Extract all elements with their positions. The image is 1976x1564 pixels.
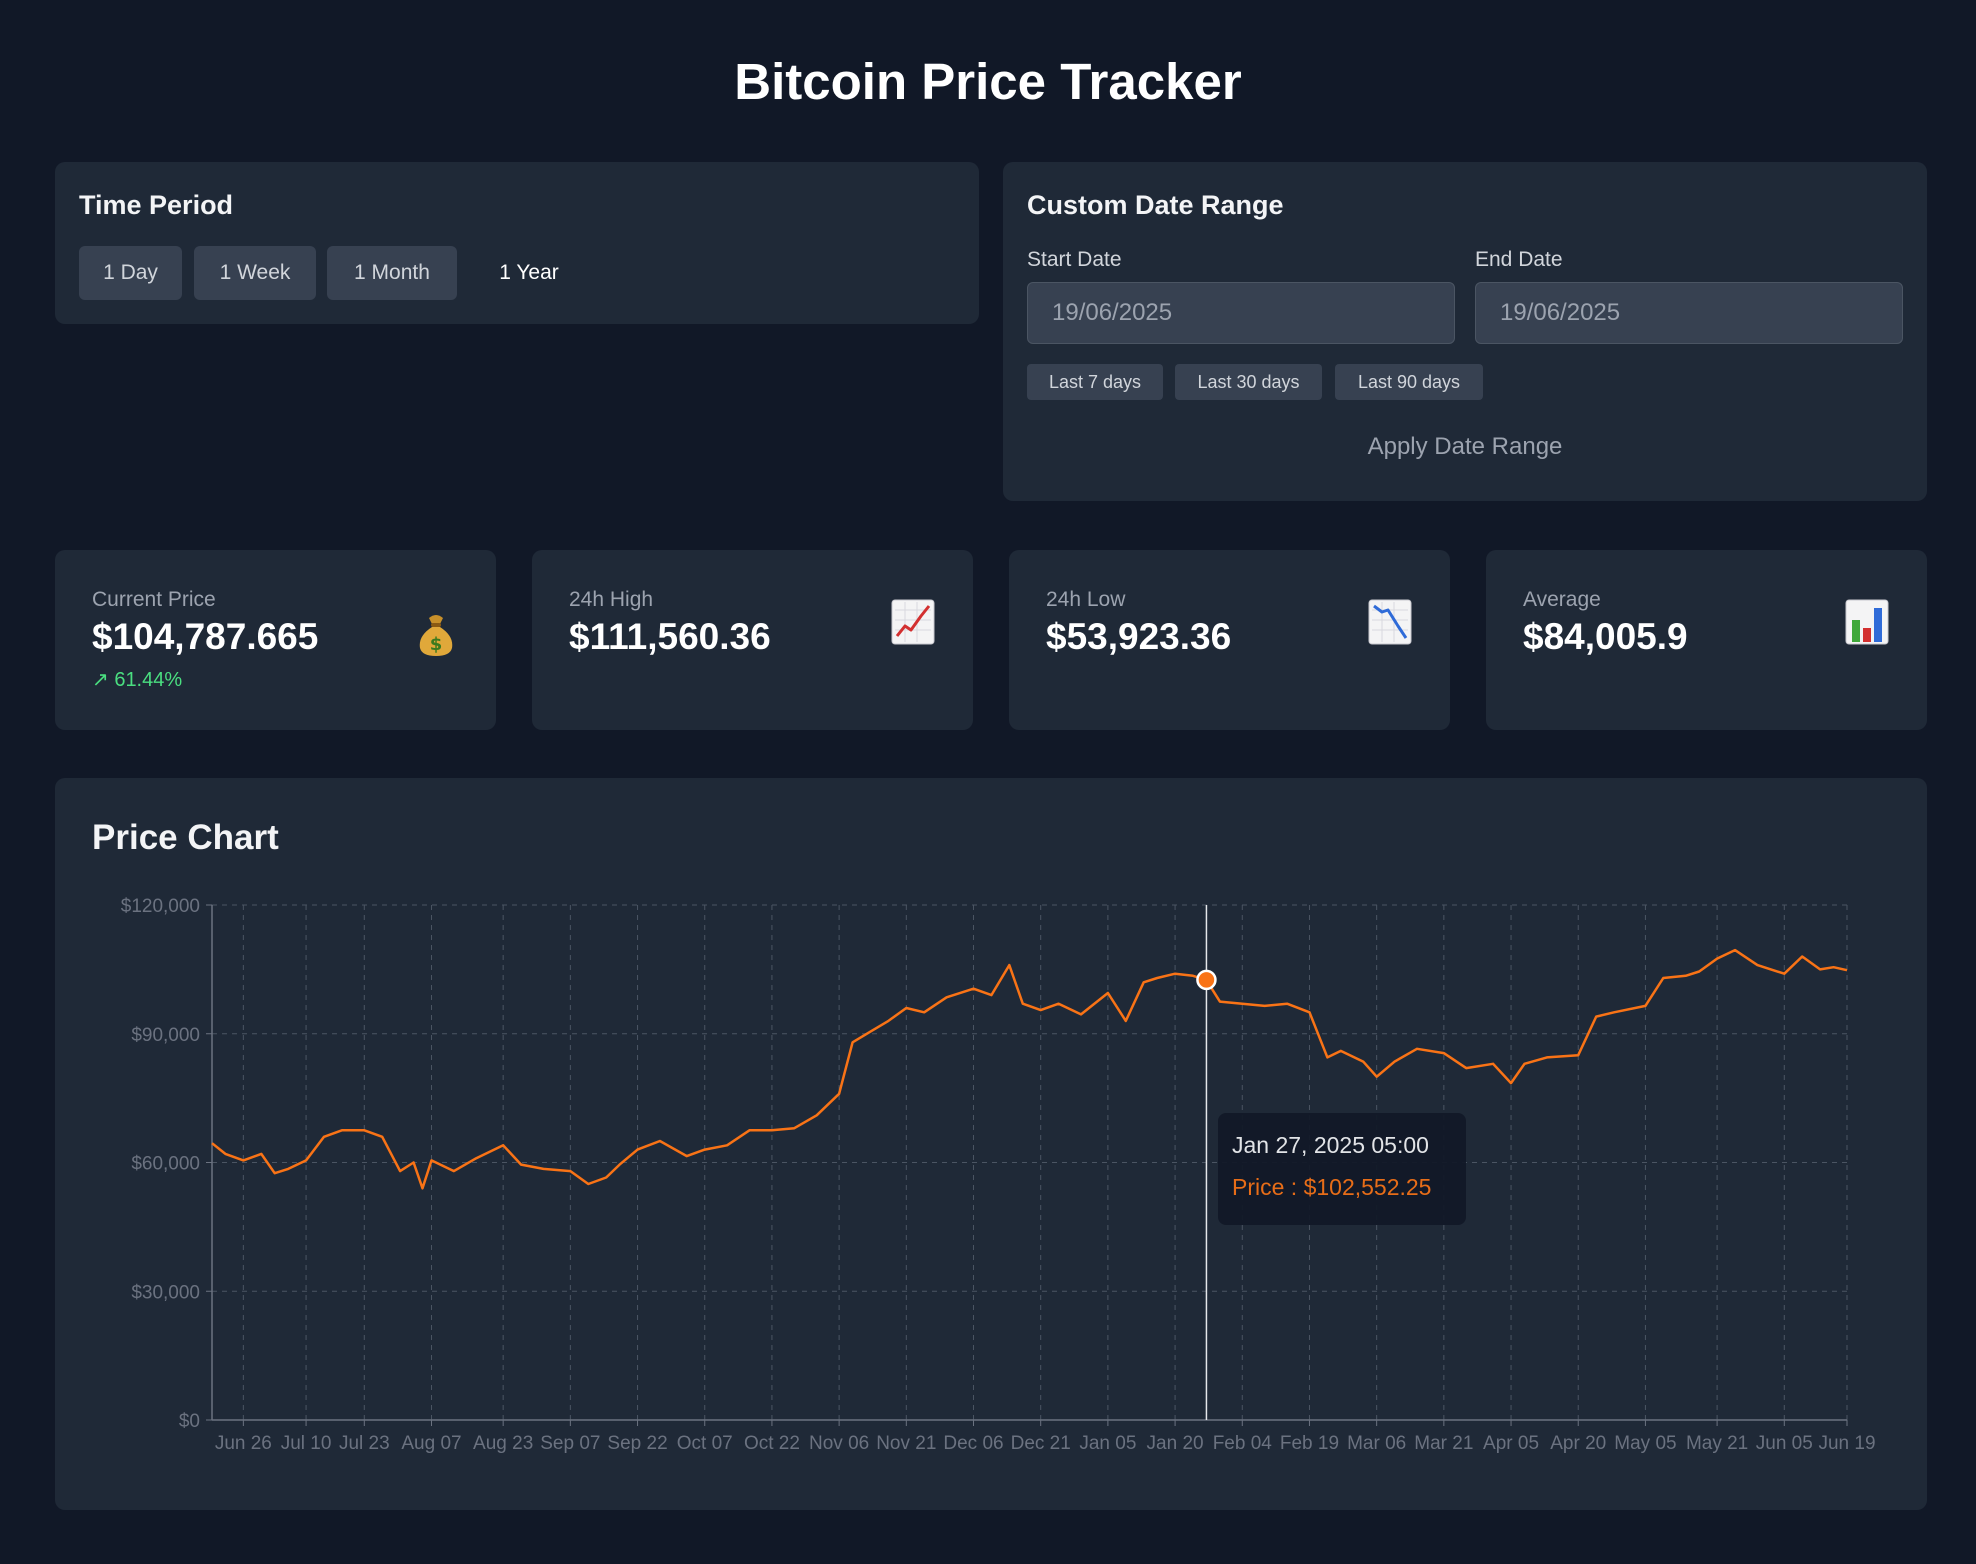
date-range-title: Custom Date Range	[1027, 190, 1284, 220]
stat-card-24h-low: 24h Low $53,923.36	[1009, 550, 1450, 730]
stat-value: $53,923.36	[1046, 616, 1232, 657]
stat-label: 24h High	[569, 588, 654, 611]
stat-label: Average	[1523, 588, 1601, 611]
money-bag-icon: $	[419, 615, 453, 656]
start-date-input[interactable]	[1027, 282, 1455, 344]
stat-label: 24h Low	[1046, 588, 1126, 611]
apply-date-range-button[interactable]: Apply Date Range	[1003, 422, 1927, 472]
stat-value: $111,560.36	[569, 616, 771, 657]
stat-card-average: Average $84,005.9	[1486, 550, 1927, 730]
tooltip-label: Jan 27, 2025 05:00	[1232, 1132, 1429, 1158]
period-1-week-button[interactable]: 1 Week	[194, 246, 316, 300]
time-period-panel: Time Period 1 Day 1 Week 1 Month 1 Year	[55, 162, 979, 324]
start-date-label: Start Date	[1027, 248, 1122, 271]
stat-card-24h-high: 24h High $111,560.36	[532, 550, 973, 730]
stat-change: ↗ 61.44%	[92, 669, 183, 691]
page-title: Bitcoin Price Tracker	[734, 53, 1242, 110]
chart-decreasing-icon	[1368, 599, 1412, 645]
time-period-title: Time Period	[79, 190, 234, 220]
period-1-month-button[interactable]: 1 Month	[327, 246, 457, 300]
last-30-days-button[interactable]: Last 30 days	[1175, 364, 1322, 400]
chart-tooltip: Jan 27, 2025 05:00 Price : $102,552.25	[1218, 1113, 1466, 1225]
svg-text:$: $	[430, 634, 443, 655]
period-1-day-button[interactable]: 1 Day	[79, 246, 182, 300]
chart-title: Price Chart	[92, 818, 279, 857]
period-1-year-button[interactable]: 1 Year	[469, 246, 589, 300]
chart-increasing-icon	[891, 599, 935, 645]
stat-label: Current Price	[92, 588, 216, 611]
end-date-label: End Date	[1475, 248, 1563, 271]
last-90-days-button[interactable]: Last 90 days	[1335, 364, 1483, 400]
stat-value: $104,787.665	[92, 616, 319, 657]
bar-chart-icon	[1845, 599, 1889, 645]
last-7-days-button[interactable]: Last 7 days	[1027, 364, 1163, 400]
tooltip-price: Price : $102,552.25	[1232, 1174, 1432, 1200]
date-range-panel: Custom Date Range Start Date End Date La…	[1003, 162, 1927, 501]
end-date-input[interactable]	[1475, 282, 1903, 344]
price-chart-panel: Price Chart	[55, 778, 1927, 1510]
stat-card-current-price: Current Price $104,787.665 ↗ 61.44% $	[55, 550, 496, 730]
stat-value: $84,005.9	[1523, 616, 1688, 657]
